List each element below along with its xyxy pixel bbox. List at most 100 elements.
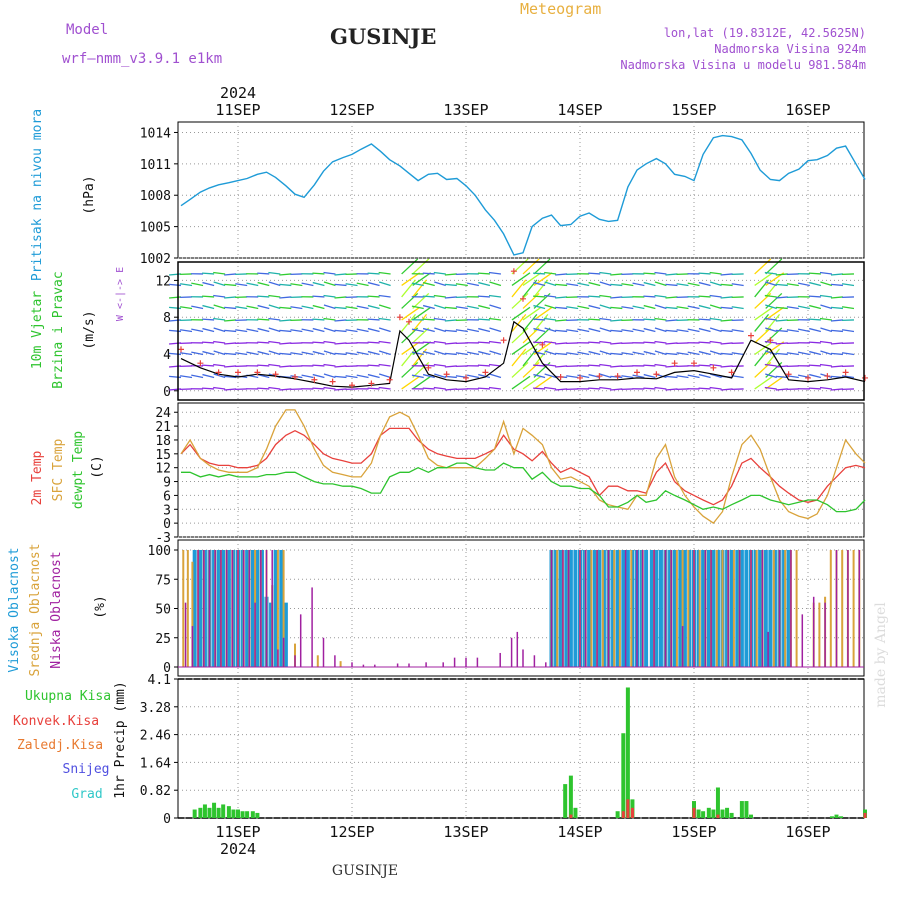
wind-arrow (588, 295, 601, 298)
cloud-unit: (%) (93, 595, 108, 618)
coords-label: lon,lat (19.8312E, 42.5625N) (664, 26, 866, 40)
y-tick-label: 75 (155, 573, 171, 588)
wind-arrow (632, 305, 645, 310)
wind-arrow (257, 272, 270, 275)
wind-arrow (279, 273, 292, 276)
wind-arrow (809, 327, 822, 333)
gust-marker (215, 369, 222, 376)
gust-marker (368, 380, 375, 387)
pressure-label: Pritisak na nivou mora (30, 109, 45, 281)
wind-arrow (213, 281, 226, 287)
wind-arrow (599, 281, 612, 287)
wind-arrow (566, 283, 579, 287)
wind-arrow (213, 304, 226, 310)
wind-arrow (488, 340, 502, 344)
wind-arrow (687, 282, 700, 287)
wind-arrow (511, 313, 527, 332)
wind-arrow (323, 340, 336, 344)
wind-arrow (765, 327, 777, 333)
gust-marker (634, 369, 640, 376)
wind-arrow (312, 327, 325, 333)
wind-arrow (775, 375, 788, 379)
gust-marker (272, 371, 279, 378)
precip-total-bar (621, 733, 626, 818)
wind-arrow (235, 329, 248, 333)
wind-arrow (224, 365, 237, 368)
gust-marker (349, 382, 355, 389)
wind-arrow (654, 281, 667, 287)
wind-arrow (268, 317, 281, 321)
wind-arrow (279, 306, 292, 310)
wind-arrow (841, 329, 855, 333)
wind-arrow (378, 327, 391, 333)
top-day-label: 11SEP (215, 101, 260, 119)
wind-arrow (323, 386, 336, 390)
wind-arrow (168, 296, 182, 299)
wind-arrow (257, 281, 270, 287)
wind-arrow (533, 341, 546, 344)
wind-arrow (356, 374, 369, 379)
gust-marker (500, 337, 507, 344)
precip-conv-bar (863, 812, 867, 818)
wind-arrow (257, 364, 270, 367)
wind-arrow (301, 351, 314, 356)
wind-arrow (412, 313, 428, 332)
wind-arrow (168, 283, 182, 287)
wind-arrow (698, 327, 711, 333)
wind-arrow (522, 306, 542, 321)
wind-arrow (478, 373, 491, 379)
wind-arrow (455, 352, 468, 356)
wind-arrow (544, 271, 557, 275)
wind-arrow (698, 304, 711, 310)
wind-arrow (433, 317, 446, 321)
wind-arrow (312, 295, 325, 298)
wind-arrow (610, 319, 623, 322)
model-elevation-label: Nadmorska Visina u modelu 981.584m (620, 58, 866, 72)
temp2m-line (180, 427, 866, 506)
wind-arrow (202, 272, 215, 275)
wind-arrow (312, 350, 325, 356)
wind-arrow (422, 295, 435, 298)
wind-arrow (632, 374, 645, 379)
gust-marker (254, 369, 261, 376)
wind-arrow (765, 306, 785, 321)
precip-total-bar (221, 804, 226, 818)
wind-arrow (830, 388, 843, 391)
wind-arrow (235, 352, 248, 356)
wind-panel-labels: 10m Vjetar Brzina i Pravac (m/s) W <-|->… (30, 267, 126, 389)
wind-arrow (356, 305, 369, 310)
wind-arrow (555, 296, 568, 299)
wind-arrow (665, 306, 678, 310)
wind-arrow (665, 319, 678, 322)
precip-total-bar (701, 811, 706, 818)
wind-arrow (775, 319, 788, 322)
wind-arrow (676, 306, 689, 310)
wind-arrow (533, 375, 553, 390)
gust-marker (767, 337, 774, 344)
wind-arrow (334, 329, 347, 333)
wind-arrow (378, 304, 391, 310)
gust-marker (691, 360, 697, 367)
wind-arrow (478, 281, 491, 287)
wind-arrow (566, 329, 579, 333)
wind-label-1: 10m Vjetar (30, 291, 45, 369)
wind-arrow (621, 375, 634, 379)
footer-location: GUSINJE (332, 863, 398, 879)
wind-arrow (709, 317, 722, 321)
wind-arrow (841, 375, 855, 379)
wind-arrow (765, 279, 781, 298)
bottom-day-label: 13SEP (443, 823, 488, 841)
wind-arrow (588, 327, 601, 333)
wind-arrow (401, 327, 419, 344)
sfc-temp-line (180, 409, 866, 524)
wind-arrow (522, 375, 542, 390)
pressure-panel: 1002 1005 1008 1011 1014 (140, 121, 866, 267)
wind-arrow (599, 327, 612, 333)
wind-arrow (709, 386, 722, 390)
gust-marker (596, 373, 603, 380)
wind-arrow (401, 341, 421, 355)
panel-frame (177, 678, 865, 819)
precip-total-bar (725, 807, 730, 818)
wind-arrow (444, 352, 457, 356)
y-tick-label: 1008 (140, 189, 171, 204)
